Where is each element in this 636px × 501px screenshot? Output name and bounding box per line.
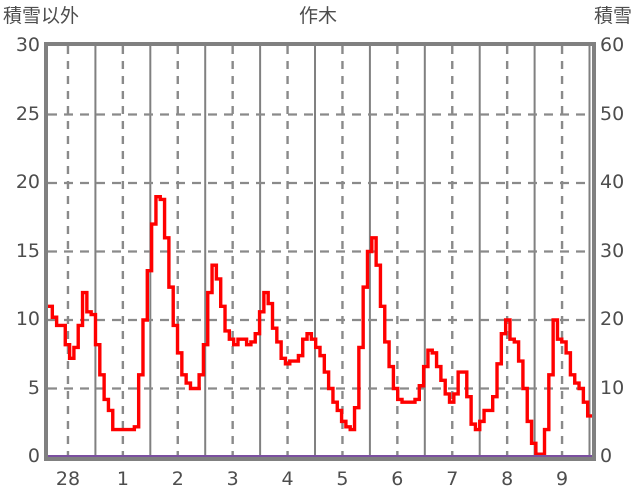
plot-area <box>48 46 592 457</box>
x-tick-label: 3 <box>226 468 239 490</box>
x-tick-label: 9 <box>556 468 569 490</box>
x-tick-label: 5 <box>336 468 349 490</box>
left-tick-label: 10 <box>15 308 40 330</box>
precipitation-line <box>48 195 592 456</box>
chart-canvas <box>48 46 592 457</box>
right-tick-label: 40 <box>600 171 625 193</box>
x-tick-label: 28 <box>55 468 81 490</box>
x-tick-label: 4 <box>281 468 294 490</box>
left-tick-label: 30 <box>15 34 40 56</box>
left-axis-title: 積雪以外 <box>3 5 80 27</box>
horizontal-gridlines <box>48 113 592 390</box>
plot-frame <box>44 42 596 461</box>
right-tick-label: 50 <box>600 102 625 125</box>
left-tick-label: 0 <box>27 445 40 467</box>
right-axis-title: 積雪 <box>593 5 632 27</box>
left-tick-label: 25 <box>15 102 40 125</box>
x-tick-label: 2 <box>171 468 184 490</box>
x-tick-label: 8 <box>501 468 514 490</box>
x-tick-label: 6 <box>391 468 404 490</box>
right-tick-label: 30 <box>600 239 625 262</box>
left-tick-label: 5 <box>27 376 40 399</box>
chart-title: 作木 <box>298 5 337 27</box>
x-tick-label: 7 <box>446 468 459 490</box>
x-tick-label: 1 <box>116 468 129 490</box>
right-tick-label: 60 <box>600 34 625 56</box>
right-tick-label: 10 <box>600 376 625 399</box>
left-tick-label: 15 <box>15 239 40 262</box>
right-tick-label: 20 <box>600 308 625 330</box>
left-tick-label: 20 <box>15 171 40 193</box>
right-tick-label: 0 <box>600 445 613 467</box>
